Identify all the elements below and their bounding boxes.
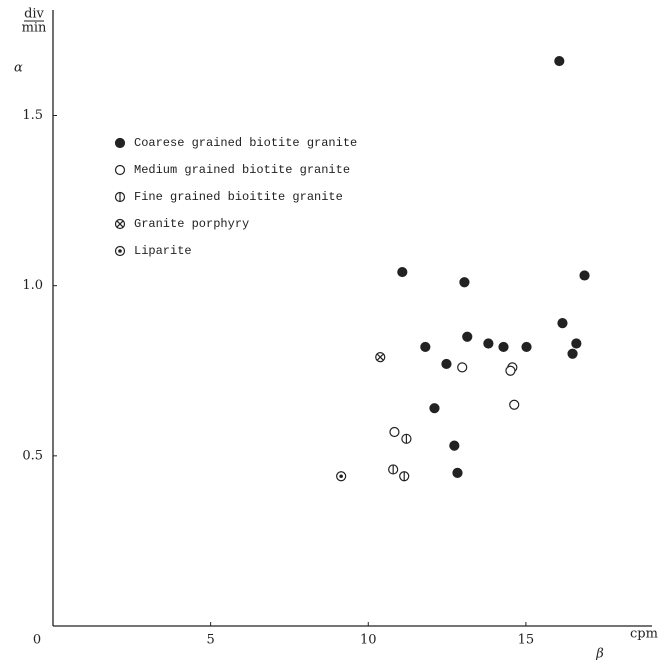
y-tick-label: 1.0 [22,278,43,293]
legend-label: Fine grained bioitite granite [134,190,343,204]
point [397,266,408,278]
marker-circle [521,341,532,353]
point [498,341,509,353]
x-axis-label: β [595,647,604,662]
marker-circle [567,348,578,359]
marker-dot [118,249,122,253]
point [483,338,494,349]
legend-entry: Coarese grained biotite granite [114,136,357,150]
marker-circle [483,338,494,349]
marker-circle [429,403,440,414]
point [114,218,126,230]
point [571,338,582,349]
marker-circle [462,331,473,342]
point [567,348,578,359]
marker-circle [114,164,126,176]
marker-circle [571,338,582,349]
marker-cross [116,220,124,228]
legend-entry: Fine grained bioitite granite [114,190,343,204]
marker-circle [509,399,520,410]
x-tick-label: 10 [360,633,377,648]
point [452,467,463,478]
marker-circle [457,362,468,373]
point [449,440,460,451]
marker-cross [376,353,384,361]
legend-label: Medium grained biotite granite [134,163,350,177]
point [389,426,400,438]
point [505,365,516,376]
marker-circle [420,341,431,353]
y-unit-denominator: min [22,21,47,36]
point [429,403,440,414]
marker-circle [554,55,565,67]
y-tick-label: 0.5 [22,448,43,463]
legend-entry: Liparite [114,244,192,258]
point [457,362,468,373]
legend-entry: Medium grained biotite granite [114,163,350,177]
point [114,191,126,203]
marker-circle [557,318,568,329]
point [399,471,410,482]
marker-circle [389,426,400,438]
point [509,399,520,410]
legend-entry: Granite porphyry [114,217,249,231]
marker-circle [441,358,452,370]
marker-circle [397,266,408,278]
x-tick-label: 0 [33,633,41,648]
point [554,55,565,67]
marker-circle [114,137,126,149]
legend-label: Coarese grained biotite granite [134,136,357,150]
legend-label: Liparite [134,244,192,258]
point [441,358,452,370]
point [114,164,126,176]
marker-circle [505,365,516,376]
point [114,137,126,149]
y-tick-label: 1.5 [22,108,43,123]
point [557,318,568,329]
point [336,471,347,482]
x-tick-label: 15 [518,633,535,648]
legend-label: Granite porphyry [134,217,249,231]
marker-circle [449,440,460,451]
marker-circle [579,270,590,281]
marker-circle [452,467,463,478]
point [521,341,532,353]
point [114,245,126,257]
marker-circle [459,277,470,288]
y-unit-numerator: div [24,7,44,22]
point [375,352,386,363]
point [420,341,431,353]
point [579,270,590,281]
point [388,464,399,475]
point [459,277,470,288]
x-tick-label: 5 [206,633,214,648]
marker-dot [339,474,343,479]
point [462,331,473,342]
marker-circle [498,341,509,353]
point [401,433,412,444]
y-axis-label: α [14,61,23,76]
x-unit: cpm [630,627,658,642]
